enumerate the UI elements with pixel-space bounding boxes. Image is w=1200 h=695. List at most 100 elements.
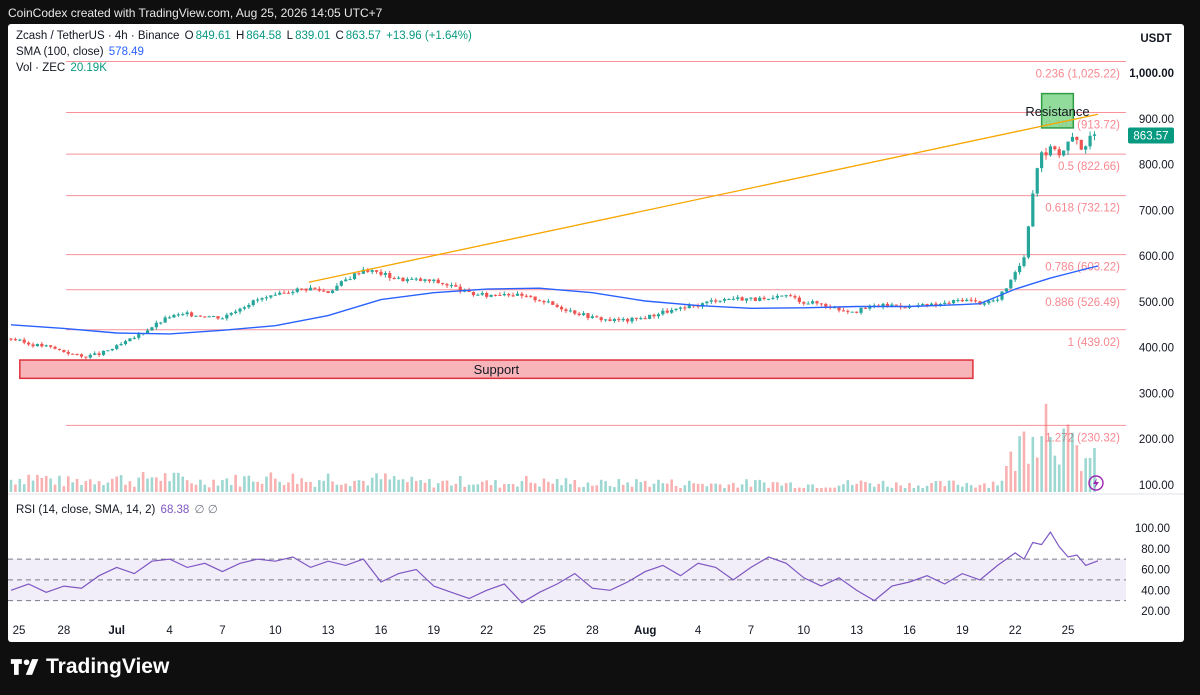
volume-bar bbox=[573, 479, 577, 492]
volume-bar bbox=[674, 485, 678, 492]
candle-body bbox=[709, 300, 713, 302]
candle-body bbox=[511, 295, 515, 297]
x-tick-label: Jul bbox=[108, 625, 125, 637]
chart-panel[interactable]: 0.236 (1,025.22) 0.382 (913.72) 0.5 (822.6… bbox=[8, 24, 1184, 642]
volume-bar bbox=[31, 480, 35, 492]
candle-body bbox=[599, 317, 603, 321]
x-tick-label: 16 bbox=[903, 625, 916, 637]
candle-body bbox=[176, 314, 180, 316]
candle-body bbox=[1031, 193, 1035, 227]
candle-body bbox=[167, 317, 172, 319]
x-tick-label: 10 bbox=[797, 625, 810, 637]
candle-body bbox=[410, 278, 414, 280]
volume-bar bbox=[476, 484, 480, 492]
candle-body bbox=[507, 293, 511, 296]
volume-bar bbox=[511, 484, 515, 492]
x-tick-label: 4 bbox=[166, 625, 173, 637]
volume-bar bbox=[379, 479, 383, 492]
candle-body bbox=[282, 292, 286, 294]
candle-body bbox=[498, 294, 502, 296]
volume-bar bbox=[216, 485, 220, 492]
candle-body bbox=[115, 345, 119, 349]
candle-body bbox=[573, 310, 577, 314]
candle-body bbox=[304, 288, 308, 291]
volume-bar bbox=[802, 488, 806, 492]
candle-body bbox=[128, 338, 132, 342]
volume-bar bbox=[348, 486, 352, 492]
resistance-zone-label: Resistance bbox=[1025, 104, 1089, 119]
x-tick-label: 13 bbox=[850, 625, 863, 637]
candle-body bbox=[938, 303, 942, 306]
volume-bar bbox=[322, 480, 326, 492]
rsi-tick-label: 60.00 bbox=[1141, 565, 1170, 577]
volume-bar bbox=[331, 481, 334, 492]
candle-body bbox=[357, 273, 361, 275]
candle-body bbox=[1018, 265, 1022, 273]
candle-body bbox=[617, 319, 621, 321]
candle-body bbox=[370, 270, 374, 272]
rsi-legend: RSI (14, close, SMA, 14, 2) 68.38 ∅ ∅ bbox=[16, 502, 220, 516]
candle-body bbox=[766, 298, 771, 300]
volume-bar bbox=[1071, 432, 1074, 492]
candle-body bbox=[189, 312, 194, 317]
volume-bar bbox=[27, 474, 30, 492]
candle-body bbox=[868, 305, 872, 309]
candle-body bbox=[850, 311, 854, 313]
volume-bar bbox=[947, 480, 951, 492]
volume-bar bbox=[410, 476, 414, 492]
candle-body bbox=[529, 295, 533, 297]
candle-body bbox=[405, 279, 409, 282]
price-tick-label: 400.00 bbox=[1139, 343, 1174, 355]
volume-bar bbox=[630, 486, 634, 492]
fib-label-3: 0.618 (732.12) bbox=[1045, 203, 1120, 215]
candle-body bbox=[581, 313, 586, 316]
volume-bar bbox=[247, 475, 251, 492]
volume-bar bbox=[1053, 455, 1057, 492]
candle-body bbox=[1048, 146, 1053, 156]
volume-bar bbox=[815, 488, 819, 492]
volume-bar bbox=[714, 483, 718, 492]
volume-bar bbox=[84, 481, 88, 492]
candle-body bbox=[335, 285, 339, 291]
candle-body bbox=[485, 292, 489, 297]
candle-body bbox=[885, 303, 890, 307]
volume-bar bbox=[533, 483, 537, 492]
volume-bar bbox=[494, 480, 497, 492]
volume-bar bbox=[502, 484, 506, 492]
volume-bar bbox=[965, 482, 969, 492]
volume-bar bbox=[608, 485, 612, 492]
price-chart-svg[interactable]: 0.236 (1,025.22)0.382 (913.72)0.5 (822.6… bbox=[8, 24, 1184, 642]
volume-bar bbox=[419, 480, 422, 492]
volume-bar bbox=[1005, 465, 1008, 492]
candle-body bbox=[242, 307, 247, 309]
volume-bar bbox=[877, 483, 880, 492]
volume-value: 20.19K bbox=[70, 62, 107, 74]
candle-body bbox=[278, 292, 282, 295]
candle-body bbox=[159, 322, 163, 324]
candle-body bbox=[806, 303, 810, 305]
volume-bar bbox=[22, 484, 26, 492]
candle-body bbox=[489, 294, 493, 297]
rsi-tick-label: 80.00 bbox=[1141, 544, 1170, 556]
volume-bar bbox=[1035, 457, 1039, 492]
candle-body bbox=[890, 304, 894, 307]
volume-bar bbox=[1049, 436, 1052, 492]
tradingview-logo[interactable]: TradingView bbox=[10, 655, 169, 679]
candle-body bbox=[264, 297, 269, 299]
candle-body bbox=[194, 315, 198, 317]
candle-body bbox=[44, 345, 48, 347]
volume-bar bbox=[1040, 436, 1043, 492]
volume-bar bbox=[652, 483, 656, 492]
candle-body bbox=[1092, 134, 1097, 136]
high-label: H bbox=[235, 30, 245, 42]
candle-body bbox=[62, 349, 66, 352]
candle-body bbox=[1079, 139, 1083, 150]
candle-body bbox=[181, 314, 185, 316]
volume-bar bbox=[943, 486, 947, 492]
candle-body bbox=[401, 277, 405, 282]
candle-body bbox=[441, 283, 445, 285]
candle-body bbox=[762, 297, 766, 300]
candle-body bbox=[744, 298, 749, 301]
candle-body bbox=[247, 305, 251, 308]
candle-body bbox=[256, 299, 260, 301]
